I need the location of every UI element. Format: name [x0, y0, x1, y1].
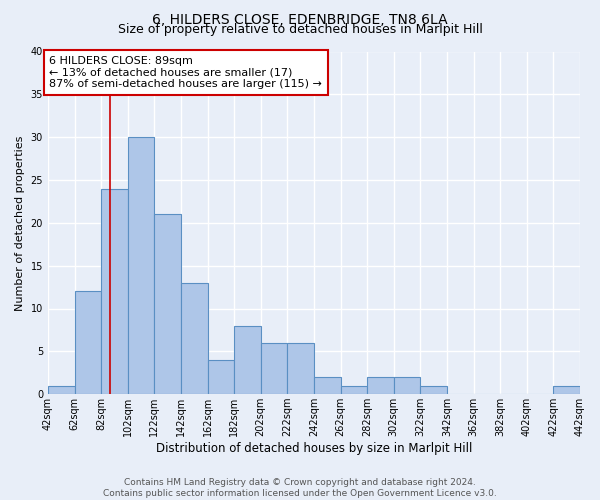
Bar — [394, 377, 421, 394]
Text: 6 HILDERS CLOSE: 89sqm
← 13% of detached houses are smaller (17)
87% of semi-det: 6 HILDERS CLOSE: 89sqm ← 13% of detached… — [49, 56, 322, 89]
Text: 6, HILDERS CLOSE, EDENBRIDGE, TN8 6LA: 6, HILDERS CLOSE, EDENBRIDGE, TN8 6LA — [152, 12, 448, 26]
Text: Contains HM Land Registry data © Crown copyright and database right 2024.
Contai: Contains HM Land Registry data © Crown c… — [103, 478, 497, 498]
Bar — [181, 283, 208, 394]
Text: Size of property relative to detached houses in Marlpit Hill: Size of property relative to detached ho… — [118, 22, 482, 36]
Bar — [261, 343, 287, 394]
Bar — [48, 386, 74, 394]
Bar — [74, 292, 101, 394]
Bar — [128, 137, 154, 394]
Bar — [421, 386, 447, 394]
Bar — [234, 326, 261, 394]
Bar — [367, 377, 394, 394]
Bar — [341, 386, 367, 394]
Bar — [101, 188, 128, 394]
Bar — [208, 360, 234, 394]
Y-axis label: Number of detached properties: Number of detached properties — [15, 135, 25, 310]
Bar — [154, 214, 181, 394]
Bar — [287, 343, 314, 394]
X-axis label: Distribution of detached houses by size in Marlpit Hill: Distribution of detached houses by size … — [156, 442, 472, 455]
Bar — [553, 386, 580, 394]
Bar — [314, 377, 341, 394]
